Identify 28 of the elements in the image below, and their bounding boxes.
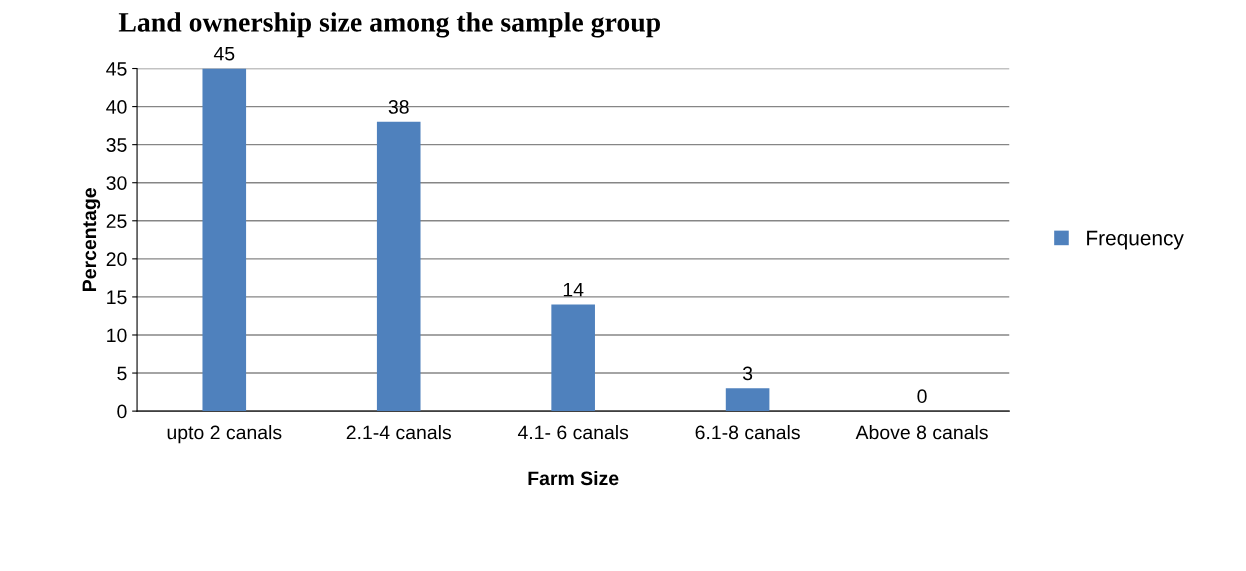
x-tick-label: 6.1-8 canals <box>695 425 800 440</box>
data-label: 38 <box>388 100 409 114</box>
legend-label: Frequency <box>1087 230 1184 250</box>
bar <box>202 68 247 412</box>
bar <box>376 121 421 412</box>
data-label: 14 <box>563 282 584 297</box>
bar <box>551 304 595 412</box>
y-tick-label: 40 <box>106 100 127 114</box>
data-label: 45 <box>213 46 235 61</box>
x-tick-label: upto 2 canals <box>167 425 282 444</box>
x-tick-label: Above 8 canals <box>855 425 988 440</box>
x-tick-label: 4.1- 6 canals <box>517 425 629 440</box>
y-tick-label: 0 <box>117 404 127 419</box>
x-tick-label: 2.1-4 canals <box>346 425 451 440</box>
y-tick-label: 5 <box>117 366 127 381</box>
chart-title: Land ownership size among the sample group <box>118 12 661 38</box>
y-tick-label: 25 <box>106 214 127 229</box>
bar <box>725 388 770 412</box>
y-tick-label: 10 <box>107 328 127 343</box>
y-axis-title: Percentage <box>82 188 101 291</box>
data-label: 3 <box>742 366 753 381</box>
y-tick-label: 20 <box>106 252 127 267</box>
y-tick-label: 30 <box>106 176 127 190</box>
x-axis-title: Farm Size <box>528 470 619 486</box>
y-tick-label: 45 <box>106 62 127 76</box>
data-label: 0 <box>917 389 927 404</box>
y-tick-label: 35 <box>106 138 127 152</box>
y-tick-label: 15 <box>107 290 127 305</box>
